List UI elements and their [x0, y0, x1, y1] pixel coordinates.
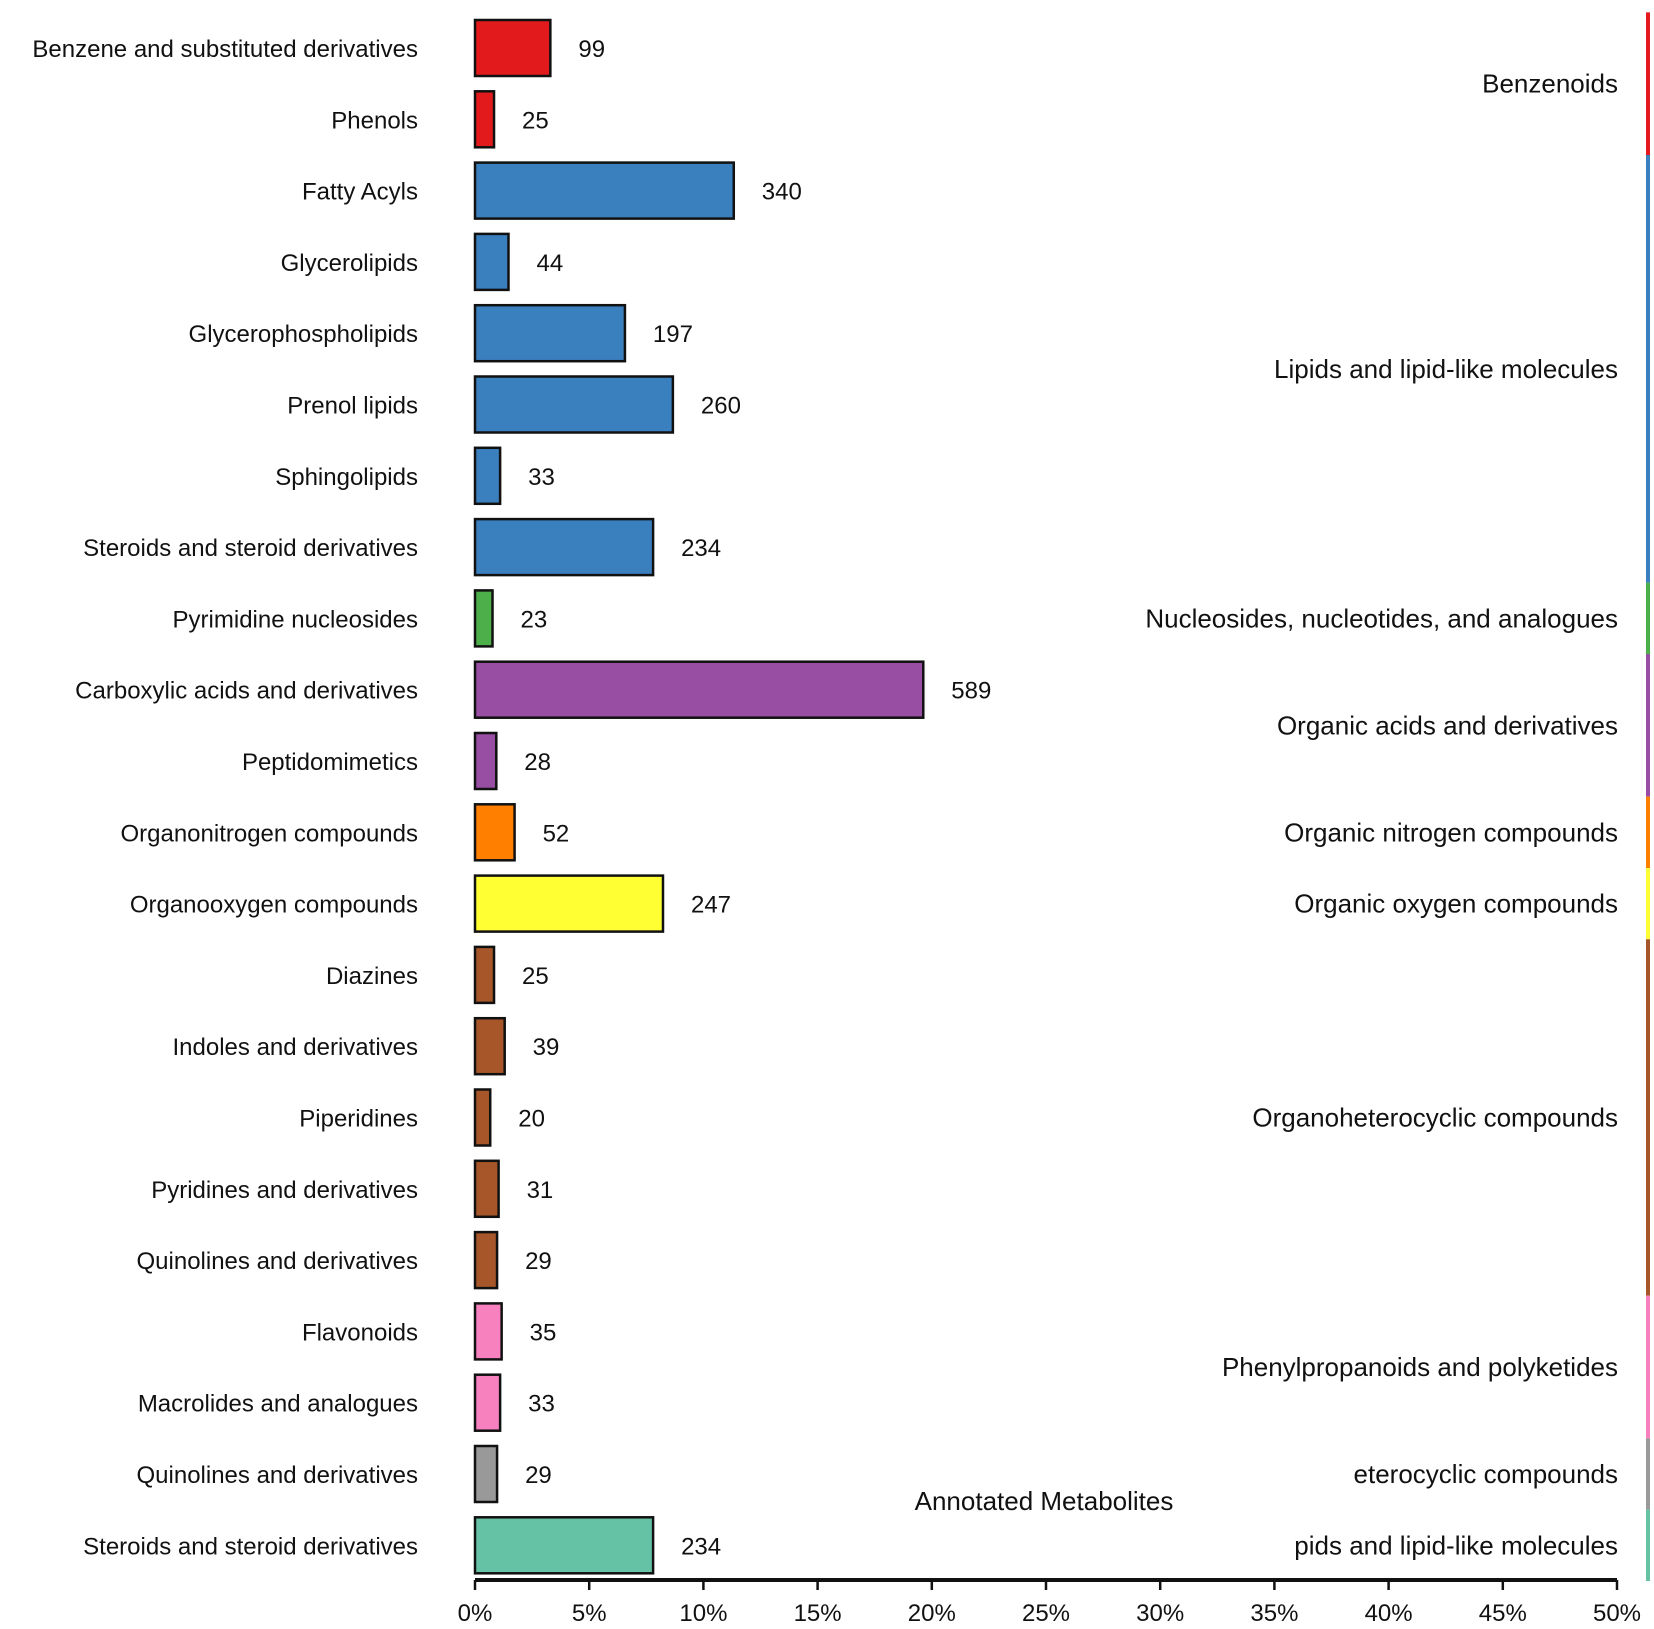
group-label: Organoheterocyclic compounds [1252, 1103, 1618, 1133]
bar [473, 18, 552, 78]
bar-value-label: 29 [525, 1462, 552, 1489]
bar-value-label: 20 [518, 1106, 545, 1133]
group-layer: Benzenoids Lipids and lipid-like molecule… [1145, 12, 1650, 1581]
category-label: Quinolines and derivatives [137, 1248, 419, 1275]
bar [473, 874, 665, 933]
category-label: Indoles and derivatives [173, 1034, 418, 1061]
group-label: eterocyclic compounds [1354, 1459, 1618, 1489]
bar-value-label: 28 [524, 749, 551, 776]
bar [473, 589, 494, 648]
group-label: Phenylpropanoids and polyketides [1222, 1352, 1618, 1382]
category-label: Quinolines and derivatives [137, 1462, 419, 1489]
category-label: Diazines [326, 963, 418, 990]
bar-value-label: 260 [701, 393, 741, 420]
category-label: Fatty Acyls [302, 179, 418, 206]
bar [473, 945, 496, 1005]
bar [473, 660, 925, 719]
category-label: Peptidomimetics [242, 749, 418, 776]
x-tick-label: 50% [1593, 1600, 1641, 1627]
bar-value-label: 589 [951, 678, 991, 705]
category-label: Organonitrogen compounds [120, 820, 418, 847]
group-label: pids and lipid-like molecules [1294, 1530, 1618, 1560]
annotation-label: Annotated Metabolites [915, 1486, 1174, 1516]
category-label: Carboxylic acids and derivatives [75, 678, 418, 705]
x-tick-label: 0% [458, 1600, 493, 1627]
bar [473, 803, 516, 862]
bar [473, 1230, 499, 1290]
bars-layer [473, 18, 925, 1575]
category-label: Glycerolipids [281, 250, 418, 277]
bar [473, 731, 498, 791]
bar [473, 375, 675, 434]
x-tick-label: 45% [1479, 1600, 1527, 1627]
group-label: Organic nitrogen compounds [1284, 817, 1618, 847]
x-tick-label: 35% [1250, 1600, 1298, 1627]
bar-value-label: 25 [522, 107, 549, 134]
bar [473, 1088, 492, 1147]
bar [473, 1373, 502, 1432]
bar [473, 90, 496, 149]
bar-value-label: 29 [525, 1248, 552, 1275]
x-tick-label: 25% [1022, 1600, 1070, 1627]
value-labels-layer: 99 25 340 44 197 260 33 234 23 589 28 52 247 25 39 20 31… [518, 36, 991, 1560]
category-label: Glycerophospholipids [189, 321, 418, 348]
category-label: Sphingolipids [275, 464, 418, 491]
x-tick-label: 10% [679, 1600, 727, 1627]
group-label: Nucleosides, nucleotides, and analogues [1145, 603, 1618, 633]
group-label: Lipids and lipid-like molecules [1274, 354, 1618, 384]
bar-value-label: 35 [530, 1319, 557, 1346]
x-tick-label: 20% [908, 1600, 956, 1627]
bar-value-label: 52 [543, 820, 570, 847]
category-label: Organooxygen compounds [130, 892, 418, 919]
bar [473, 303, 627, 363]
x-tick-label: 40% [1365, 1600, 1413, 1627]
bar-value-label: 31 [527, 1177, 554, 1204]
bar-value-label: 39 [533, 1034, 560, 1061]
bar-value-label: 44 [536, 250, 563, 277]
x-tick-label: 5% [572, 1600, 607, 1627]
bar [473, 446, 502, 506]
bar [473, 1016, 506, 1076]
bar-value-label: 234 [681, 1533, 721, 1560]
category-label: Steroids and steroid derivatives [83, 535, 418, 562]
bar [473, 517, 655, 577]
bar-value-label: 234 [681, 535, 721, 562]
group-label: Organic oxygen compounds [1294, 889, 1618, 919]
group-label: Benzenoids [1482, 69, 1618, 99]
category-label: Benzene and substituted derivatives [32, 36, 418, 63]
bar-value-label: 33 [528, 464, 555, 491]
bar-value-label: 340 [762, 179, 802, 206]
bar-value-label: 197 [653, 321, 693, 348]
category-label: Steroids and steroid derivatives [83, 1533, 418, 1560]
bar [473, 232, 510, 292]
category-label: Flavonoids [302, 1319, 418, 1346]
category-label: Piperidines [299, 1106, 418, 1133]
category-label: Phenols [331, 107, 418, 134]
x-axis: 0% 5% 10% 15% 20% 25% 30% 35% 40% 45% 50% [458, 1578, 1641, 1627]
bar [473, 1516, 655, 1575]
category-label: Macrolides and analogues [138, 1391, 418, 1418]
bar [473, 1159, 500, 1219]
category-labels-layer: Benzene and substituted derivatives Pheno… [32, 36, 418, 1560]
bar [473, 161, 736, 220]
x-tick-label: 15% [794, 1600, 842, 1627]
bar-value-label: 99 [578, 36, 605, 63]
bar-value-label: 23 [521, 606, 548, 633]
bar [473, 1444, 499, 1504]
bar-value-label: 33 [528, 1391, 555, 1418]
bar-value-label: 25 [522, 963, 549, 990]
bar [473, 1302, 503, 1361]
x-tick-label: 30% [1136, 1600, 1184, 1627]
group-label: Organic acids and derivatives [1277, 710, 1618, 740]
category-label: Pyridines and derivatives [151, 1177, 418, 1204]
category-label: Prenol lipids [287, 393, 418, 420]
category-label: Pyrimidine nucleosides [173, 606, 418, 633]
bar-value-label: 247 [691, 892, 731, 919]
